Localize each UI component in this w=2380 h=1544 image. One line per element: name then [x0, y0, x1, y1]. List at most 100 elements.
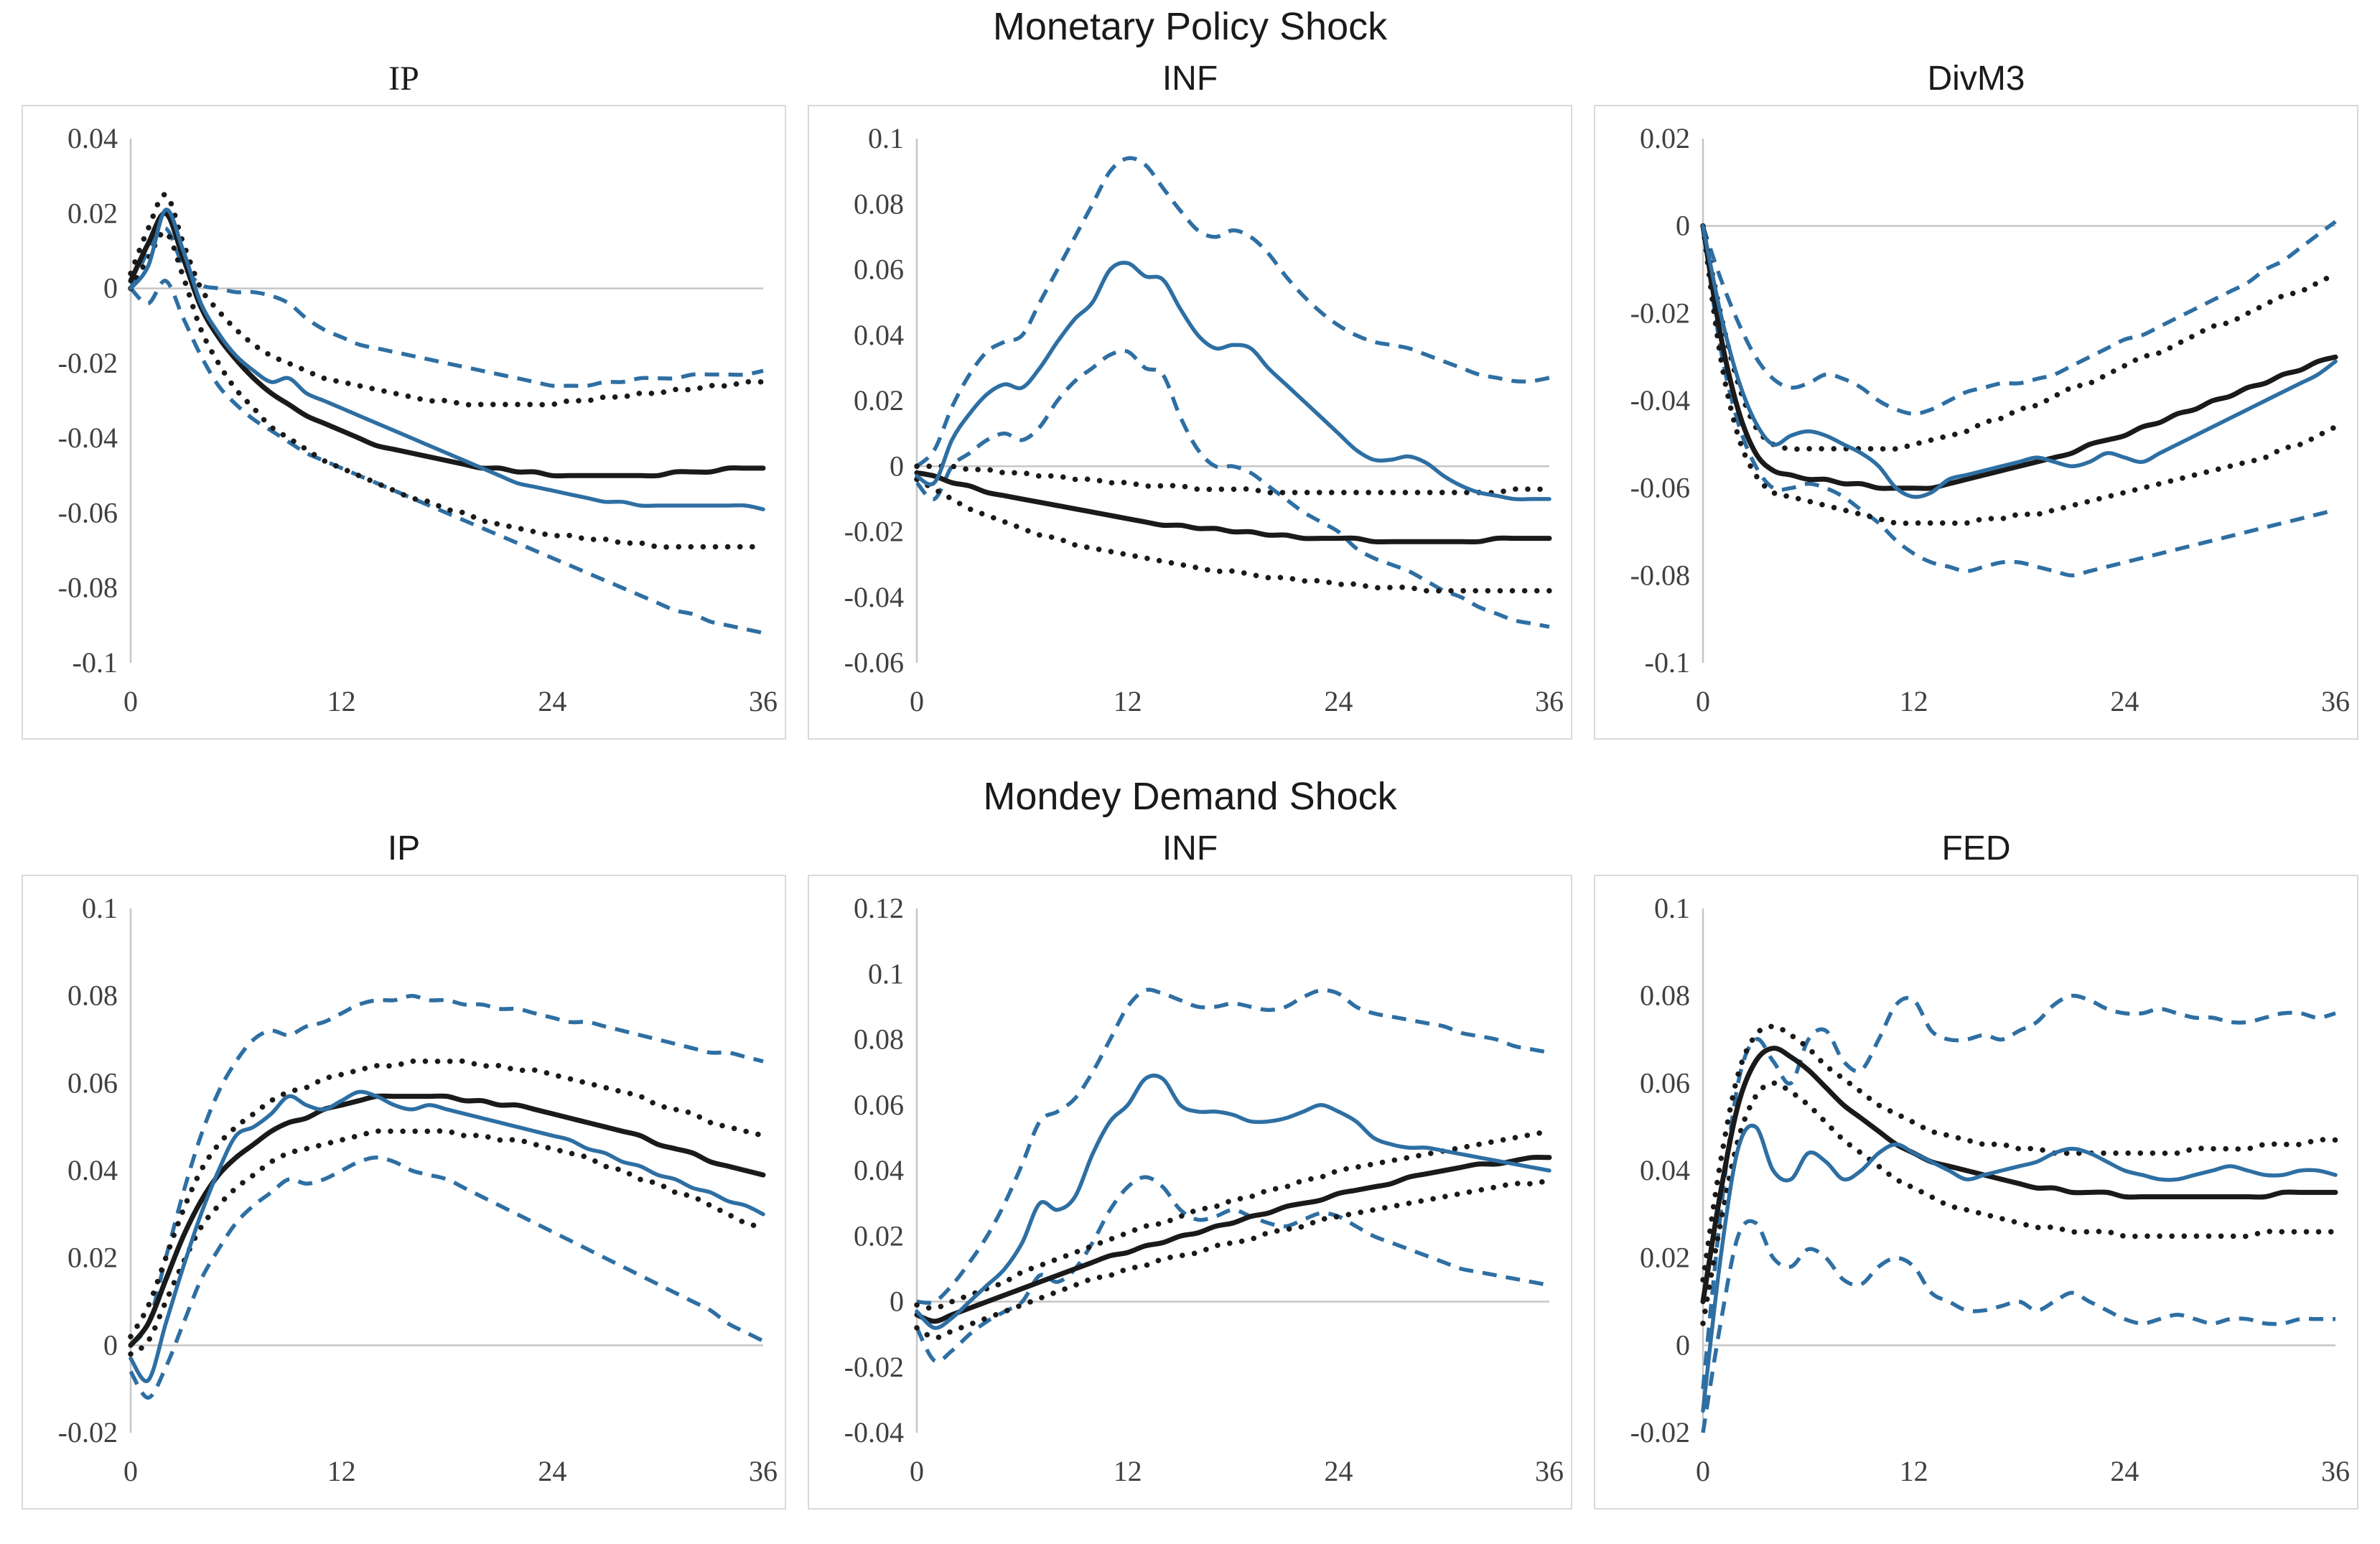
x-tick-label: 0: [910, 1455, 924, 1487]
section-monetary-policy-shock: Monetary Policy Shock IP 0.04 0.02 0 -0.02 -…: [0, 0, 2380, 740]
x-tick-label: 36: [1535, 1455, 1564, 1487]
chart-mps-divm3: 0.020-0.02-0.04-0.06-0.08-0.10 12 24 36: [1630, 122, 2350, 717]
x-tick-label: 0: [1696, 1455, 1710, 1487]
y-tick-label: 0.12: [854, 892, 904, 924]
chart-mps-inf: 0.10.080.060.040.020-0.02-0.04-0.060 12 24…: [844, 122, 1564, 717]
series-black-dotted-lower-band: [128, 229, 766, 550]
x-tick-label: 24: [2110, 1455, 2139, 1487]
y-tick-label: 0: [1676, 210, 1690, 242]
series-black-dotted-upper-band: [1700, 1023, 2338, 1283]
y-tick-label: -0.02: [844, 516, 904, 548]
series-black-dotted-upper-band: [914, 1128, 1552, 1311]
y-tick-label: 0.02: [67, 1242, 118, 1274]
y-tick-label: -0.06: [1630, 472, 1690, 504]
series-black-dotted-lower-band: [1700, 1080, 2338, 1326]
series-blue-solid-median: [129, 1089, 765, 1383]
y-tick-label: 0.08: [854, 187, 904, 220]
y-tick-label: -0.02: [58, 1416, 118, 1448]
y-tick-label: 0.06: [854, 254, 904, 286]
x-tick-label: 36: [749, 1455, 778, 1487]
y-tick-label: 0.04: [1640, 1154, 1690, 1186]
chart-mds-ip: 0.10.080.060.040.020-0.020 12 24 36: [58, 892, 778, 1487]
series-blue-dashed-lower-band: [129, 279, 764, 635]
panel-box-mds-fed: 0.1 0.08 0.06 0.04 0.02 0 -0.02 0 12 24 36: [1594, 875, 2358, 1510]
y-tick-label: -0.06: [844, 646, 904, 679]
chart-cell-mds-ip: IP 0.1 0.08 0.06 0.04 0.02 0 -0.02 0 12 24 36: [22, 823, 786, 1510]
y-tick-label: 0: [890, 450, 904, 482]
chart-row-2: IP 0.1 0.08 0.06 0.04 0.02 0 -0.02 0 12 24 36 INF …: [0, 823, 2380, 1510]
x-tick-label: 24: [538, 685, 566, 717]
x-tick-label: 12: [327, 685, 356, 717]
series-black-dotted-upper-band: [1700, 223, 2338, 452]
y-tick-label: 0.02: [67, 197, 118, 229]
series-black-dotted-upper-band: [914, 463, 1552, 496]
series-black-dotted-upper-band: [128, 1058, 766, 1339]
y-tick-label: 0: [1676, 1329, 1690, 1361]
series-blue-solid-median: [915, 261, 1551, 502]
panel-box-mps-ip: 0.04 0.02 0 -0.02 -0.04 -0.06 -0.08 -0.1 0 12 24 36: [22, 105, 786, 740]
series-black-solid-median: [1700, 1046, 2338, 1304]
y-tick-label: -0.08: [1630, 559, 1690, 591]
series-blue-dashed-upper-band: [1701, 220, 2337, 416]
x-tick-label: 36: [1535, 685, 1564, 717]
y-tick-label: 0.04: [67, 1154, 118, 1186]
x-tick-label: 12: [1114, 685, 1142, 717]
y-tick-label: 0.06: [854, 1089, 904, 1121]
series-blue-dashed-upper-band: [129, 226, 764, 389]
y-tick-label: 0.06: [67, 1066, 118, 1099]
y-tick-label: 0.02: [854, 1219, 904, 1252]
chart-mds-fed: 0.10.080.060.040.020-0.020 12 24 36: [1630, 892, 2350, 1487]
panel-box-mds-ip: 0.1 0.08 0.06 0.04 0.02 0 -0.02 0 12 24 36: [22, 875, 786, 1510]
panel-box-mps-divm3: 0.02 0 -0.02 -0.04 -0.06 -0.08 -0.1 0 12 24 36: [1594, 105, 2358, 740]
y-tick-label: -0.08: [58, 572, 118, 604]
series-black-solid-median: [128, 210, 766, 479]
y-tick-label: 0.02: [854, 384, 904, 417]
y-tick-label: 0.1: [1654, 892, 1690, 924]
y-tick-label: 0: [103, 272, 118, 304]
series-blue-solid-median: [1701, 223, 2338, 499]
y-tick-label: 0.1: [82, 892, 118, 924]
x-tick-label: 0: [1696, 685, 1710, 717]
x-tick-label: 36: [2321, 685, 2350, 717]
series-blue-solid-median: [129, 208, 765, 511]
y-tick-label: -0.04: [1630, 384, 1690, 417]
y-tick-label: 0: [103, 1329, 118, 1361]
series-blue-dashed-lower-band: [1701, 1219, 2335, 1433]
y-tick-label: -0.02: [58, 347, 118, 379]
x-tick-label: 12: [1900, 1455, 1928, 1487]
x-tick-label: 12: [1114, 1455, 1142, 1487]
chart-cell-mps-ip: IP 0.04 0.02 0 -0.02 -0.04 -0.06 -0.08 -0.1 0 12 2…: [22, 53, 786, 740]
series-black-dotted-lower-band: [914, 476, 1552, 594]
y-tick-label: -0.06: [58, 496, 118, 529]
y-tick-label: -0.04: [58, 422, 118, 454]
y-tick-label: 0.02: [1640, 122, 1690, 154]
panel-box-mds-inf: 0.12 0.1 0.08 0.06 0.04 0.02 0 -0.02 -0.04 0 12 24 3…: [808, 875, 1572, 1510]
series-blue-dashed-lower-band: [129, 1155, 765, 1400]
y-tick-label: -0.04: [844, 581, 904, 613]
x-tick-label: 24: [1324, 685, 1353, 717]
chart-cell-mds-fed: FED 0.1 0.08 0.06 0.04 0.02 0 -0.02 0 12 24 36: [1594, 823, 2358, 1510]
series-black-solid-median: [1700, 223, 2338, 491]
y-tick-label: 0.04: [854, 319, 904, 351]
series-black-solid-median: [128, 1093, 766, 1348]
series-blue-dashed-lower-band: [915, 1175, 1550, 1364]
series-blue-dashed-upper-band: [1701, 993, 2336, 1390]
y-tick-label: 0.1: [868, 122, 904, 154]
chart-cell-mds-inf: INF 0.12 0.1 0.08 0.06 0.04 0.02 0 -0.02 -0.04 0 1…: [808, 823, 1572, 1510]
series-black-solid-median: [914, 470, 1552, 545]
x-tick-label: 36: [749, 685, 778, 717]
y-tick-label: 0: [890, 1285, 904, 1318]
series-blue-dashed-lower-band: [915, 348, 1550, 629]
chart-row-1: IP 0.04 0.02 0 -0.02 -0.04 -0.06 -0.08 -0.1 0 12 2…: [0, 53, 2380, 740]
series-blue-dashed-upper-band: [916, 987, 1550, 1305]
series-black-dotted-upper-band: [128, 192, 766, 408]
series-black-dotted-lower-band: [1700, 223, 2338, 526]
x-tick-label: 36: [2321, 1455, 2350, 1487]
x-tick-label: 12: [1900, 685, 1928, 717]
panel-title-mps-inf: INF: [1162, 60, 1218, 98]
panel-box-mps-inf: 0.1 0.08 0.06 0.04 0.02 0 -0.02 -0.04 -0.06 0 12 24…: [808, 105, 1572, 740]
y-tick-label: 0.08: [1640, 980, 1690, 1012]
x-tick-label: 24: [538, 1455, 566, 1487]
chart-cell-mps-divm3: DivM3 0.02 0 -0.02 -0.04 -0.06 -0.08 -0.1 0 12 24…: [1594, 53, 2358, 740]
